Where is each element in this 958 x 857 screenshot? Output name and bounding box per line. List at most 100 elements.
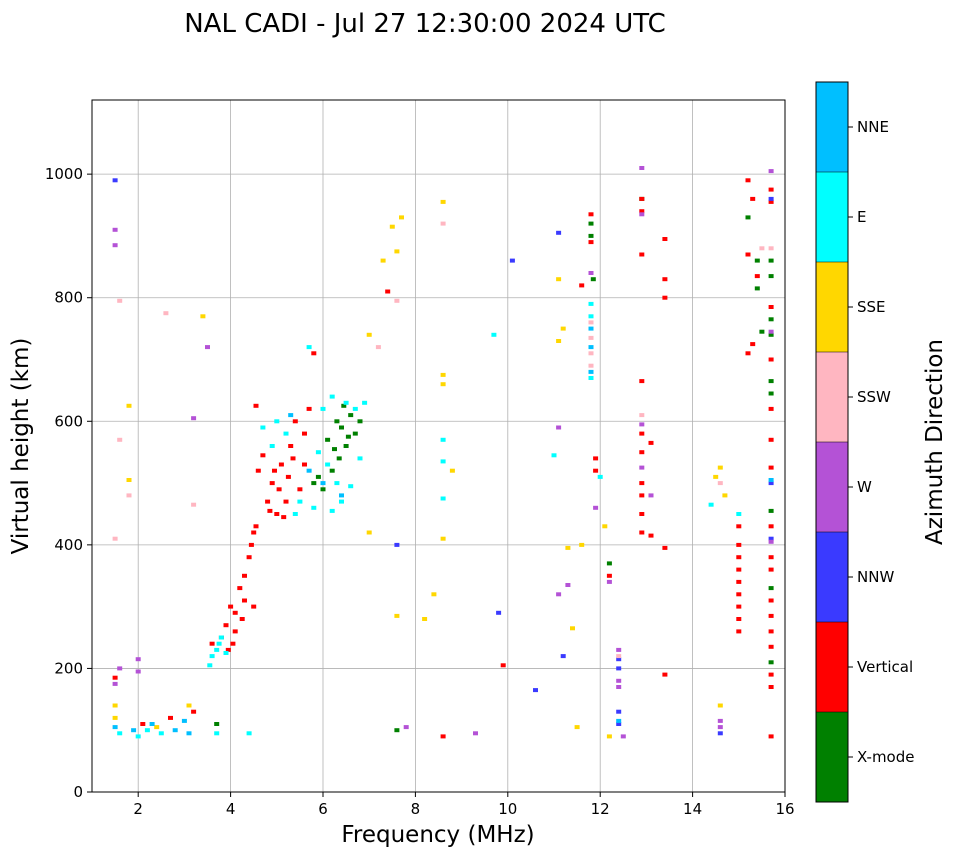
echo-point (768, 465, 774, 470)
echo-point (593, 468, 599, 473)
echo-point (320, 406, 326, 411)
echo-point (639, 196, 645, 201)
echo-point (251, 604, 257, 609)
echo-point (717, 731, 723, 736)
echo-point (662, 672, 668, 677)
y-axis-label: Virtual height (km) (8, 338, 34, 555)
echo-point (736, 524, 742, 529)
echo-point (639, 379, 645, 384)
colorbar-frame (815, 81, 849, 803)
echo-point (253, 524, 259, 529)
echo-point (320, 487, 326, 492)
echo-point (717, 465, 723, 470)
echo-point (214, 722, 220, 726)
colorbar-label-nnw: NNW (857, 568, 894, 586)
echo-point (112, 243, 118, 248)
colorbar-label-x-mode: X-mode (857, 748, 914, 766)
echo-point (768, 187, 774, 192)
echo-point (248, 542, 254, 547)
echo-point (329, 508, 335, 513)
colorbar-label-e: E (857, 208, 866, 226)
echo-point (345, 434, 351, 439)
colorbar-label-nne: NNE (857, 118, 889, 136)
echo-point (239, 617, 245, 621)
echo-point (754, 274, 760, 279)
echo-point (281, 515, 287, 520)
echo-point (606, 561, 612, 566)
echo-point (288, 413, 294, 418)
echo-point (570, 626, 575, 631)
echo-point (131, 728, 137, 733)
series-nne (112, 326, 774, 736)
echo-point (253, 403, 259, 408)
echo-point (214, 647, 220, 652)
echo-point (768, 567, 774, 572)
echo-point (209, 654, 215, 659)
series-nnw (112, 178, 774, 736)
series-sse (112, 199, 728, 739)
echo-point (736, 579, 742, 584)
echo-point (616, 722, 622, 726)
echo-point (556, 230, 562, 235)
echo-point (112, 725, 118, 730)
echo-point (639, 450, 645, 455)
echo-point (440, 382, 446, 387)
echo-point (272, 468, 277, 473)
echo-point (745, 252, 751, 257)
echo-point (315, 450, 321, 455)
echo-point (768, 598, 774, 603)
echo-point (186, 703, 192, 708)
echo-point (440, 734, 446, 739)
echo-point (325, 437, 331, 442)
echo-point (708, 502, 714, 507)
echo-point (551, 453, 557, 458)
echo-point (135, 657, 141, 662)
echo-point (329, 394, 335, 399)
echo-point (112, 536, 118, 541)
echo-point (588, 212, 594, 217)
echo-point (768, 406, 774, 411)
echo-point (440, 536, 446, 541)
echo-point (588, 221, 594, 226)
x-tick-label: 12 (591, 800, 610, 818)
echo-point (306, 345, 312, 350)
echo-point (302, 431, 307, 436)
echo-point (135, 734, 141, 739)
echo-point (616, 647, 622, 652)
echo-point (230, 641, 236, 646)
echo-point (297, 499, 303, 504)
echo-point (768, 332, 774, 337)
echo-point (754, 258, 760, 263)
echo-point (306, 406, 312, 411)
echo-point (616, 718, 622, 723)
echo-point (759, 246, 765, 251)
echo-point (163, 311, 169, 316)
echo-point (648, 493, 654, 498)
echo-point (278, 462, 284, 467)
chart-title: NAL CADI - Jul 27 12:30:00 2024 UTC (184, 9, 666, 39)
echo-point (292, 419, 298, 424)
echo-point (306, 468, 312, 473)
echo-point (265, 499, 271, 504)
echo-point (311, 481, 317, 486)
y-tick-label: 0 (73, 783, 83, 801)
echo-point (246, 731, 252, 736)
echo-point (736, 512, 742, 516)
echo-point (662, 277, 668, 282)
echo-point (560, 326, 566, 331)
echo-point (255, 468, 261, 473)
echo-point (154, 725, 160, 730)
echo-point (768, 357, 774, 362)
echo-point (588, 271, 594, 275)
echo-point (440, 372, 446, 377)
echo-point (389, 224, 395, 229)
data-points (112, 166, 774, 739)
echo-point (768, 437, 774, 442)
echo-point (579, 542, 585, 547)
echo-point (768, 586, 774, 591)
echo-point (662, 295, 668, 300)
echo-point (242, 598, 247, 603)
echo-point (126, 403, 132, 408)
echo-point (606, 573, 612, 578)
echo-point (269, 444, 275, 448)
